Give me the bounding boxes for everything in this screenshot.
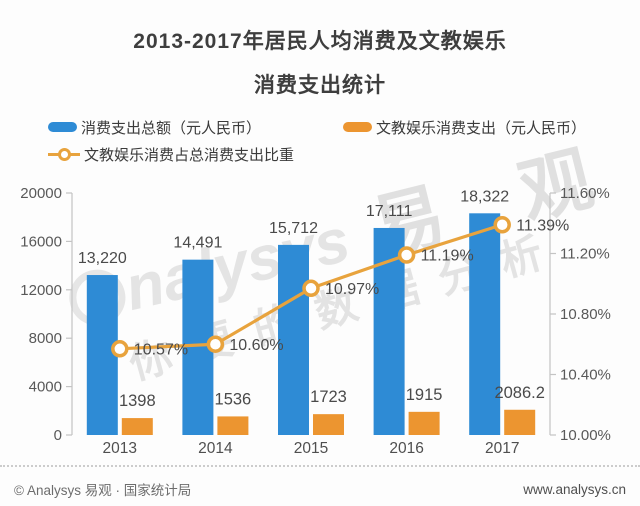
legend-label-culture: 文教娱乐消费支出（元人民币）	[376, 119, 587, 137]
right-axis-tick-label: 10.00%	[560, 427, 611, 444]
bar-label-total-2017: 18,322	[460, 188, 509, 205]
bar-label-total-2014: 14,491	[173, 235, 222, 252]
bar-label-culture-2013: 1398	[119, 392, 156, 410]
legend-item-ratio: 文教娱乐消费占总消费支出比重	[48, 144, 294, 164]
left-axis-tick-label: 4000	[29, 379, 62, 396]
bar-label-culture-2016: 1915	[406, 386, 443, 404]
bar-total-2017	[469, 213, 501, 435]
chart-title: 2013-2017年居民人均消费及文教娱乐 消费支出统计	[0, 20, 640, 108]
x-axis-label-2014: 2014	[198, 440, 233, 457]
left-axis-tick-label: 16000	[20, 233, 62, 250]
bar-label-culture-2015: 1723	[310, 388, 347, 406]
bar-culture-2013	[121, 418, 153, 435]
bar-culture-2016	[408, 411, 440, 435]
right-axis-tick-label: 10.80%	[560, 306, 611, 323]
line-marker-2016	[397, 246, 416, 264]
left-axis-tick-label: 0	[54, 427, 62, 444]
footer-site-link[interactable]: www.analysys.cn	[523, 481, 626, 497]
bar-culture-2017	[504, 409, 536, 435]
legend-label-ratio: 文教娱乐消费占总消费支出比重	[84, 146, 295, 164]
chart-title-line2: 消费支出统计	[254, 74, 386, 97]
left-axis-tick-label: 20000	[20, 185, 62, 202]
bar-culture-2014	[217, 416, 249, 435]
line-label-2013: 10.57%	[134, 341, 188, 358]
legend-swatch-orange-icon	[343, 122, 372, 132]
line-marker-2017	[493, 216, 511, 234]
bar-culture-2015	[313, 414, 344, 435]
left-axis-tick-label: 8000	[29, 330, 62, 347]
line-label-2016: 11.19%	[421, 248, 474, 265]
line-label-2017: 11.39%	[516, 217, 569, 234]
footer: © Analysys 易观 · 国家统计局 www.analysys.cn	[0, 476, 640, 502]
line-marker-2014	[206, 335, 225, 353]
bar-label-total-2016: 17,111	[366, 203, 413, 220]
x-axis-label-2017: 2017	[485, 440, 519, 457]
footer-divider	[0, 465, 640, 467]
legend-swatch-blue-icon	[48, 122, 77, 132]
x-axis-label-2016: 2016	[389, 440, 423, 457]
left-axis-tick-label: 12000	[20, 282, 62, 299]
bar-total-2015	[278, 244, 309, 435]
legend-item-culture: 文教娱乐消费支出（元人民币）	[343, 117, 586, 137]
line-label-2014: 10.60%	[229, 337, 283, 354]
footer-source: © Analysys 易观 · 国家统计局	[14, 483, 192, 498]
line-marker-2015	[302, 279, 320, 298]
right-axis-tick-label: 11.20%	[560, 246, 610, 263]
bar-total-2013	[86, 275, 118, 435]
bar-label-total-2013: 13,220	[78, 250, 127, 267]
right-axis-tick-label: 10.40%	[560, 367, 611, 384]
line-label-2015: 10.97%	[325, 281, 379, 298]
x-axis-label-2013: 2013	[103, 440, 137, 457]
right-axis-tick-label: 11.60%	[560, 185, 610, 202]
chart-title-line1: 2013-2017年居民人均消费及文教娱乐	[133, 30, 507, 53]
bar-label-culture-2017: 2086.2	[494, 384, 544, 402]
bar-label-culture-2014: 1536	[215, 390, 252, 408]
line-marker-2013	[111, 340, 129, 358]
bar-label-total-2015: 15,712	[269, 220, 318, 237]
legend-item-total: 消费支出总额（元人民币）	[48, 117, 261, 137]
legend-label-total: 消费支出总额（元人民币）	[81, 119, 262, 137]
x-axis-label-2015: 2015	[294, 440, 328, 457]
legend-line-marker-icon	[48, 148, 80, 161]
